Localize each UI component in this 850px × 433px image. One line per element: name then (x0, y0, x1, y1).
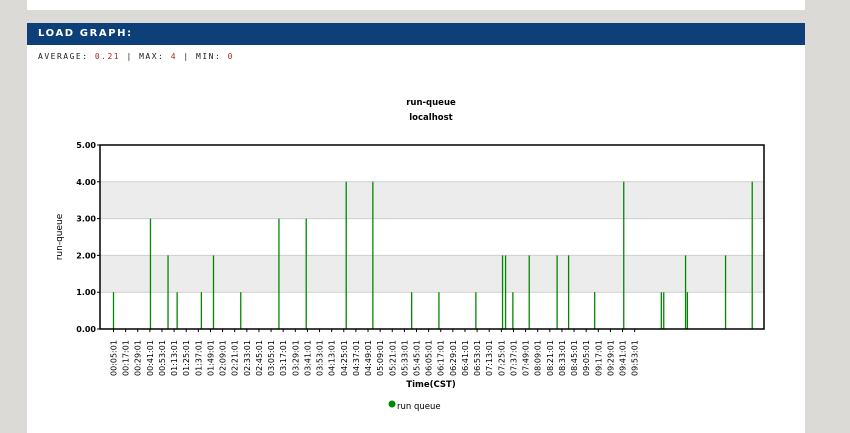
average-label: AVERAGE: (38, 52, 89, 61)
min-value: 0 (227, 52, 234, 61)
stats-separator: | (183, 52, 190, 61)
grid-band (100, 255, 764, 293)
load-stats: AVERAGE: 0.21 | MAX: 4 | MIN: 0 (38, 52, 234, 61)
x-tick-label: 07:49:01 (522, 340, 531, 376)
average-value: 0.21 (94, 52, 121, 61)
x-tick-label: 06:29:01 (449, 340, 458, 376)
y-tick-label: 0.00 (76, 325, 96, 334)
x-axis-label: Time(CST) (406, 380, 456, 390)
x-tick-label: 04:25:01 (340, 340, 349, 376)
x-tick-label: 00:17:01 (122, 340, 131, 376)
x-tick-label: 03:05:01 (267, 340, 276, 376)
chart-title: run-queue (406, 98, 456, 108)
y-tick-label: 2.00 (76, 251, 96, 260)
x-tick-label: 06:05:01 (425, 340, 434, 376)
max-value: 4 (170, 52, 178, 61)
x-tick-label: 00:41:01 (146, 340, 155, 376)
x-tick-label: 01:25:01 (182, 340, 191, 376)
x-tick-label: 03:53:01 (316, 340, 325, 376)
y-axis-label: run-queue (55, 213, 65, 260)
x-tick-label: 06:53:01 (473, 340, 482, 376)
x-tick-label: 05:33:01 (400, 340, 409, 376)
x-tick-label: 09:29:01 (606, 340, 615, 376)
x-tick-label: 09:05:01 (582, 340, 591, 376)
x-tick-label: 03:29:01 (291, 340, 300, 376)
stats-separator: | (126, 52, 133, 61)
x-tick-label: 05:21:01 (388, 340, 397, 376)
x-tick-label: 02:09:01 (219, 340, 228, 376)
legend-label: run queue (397, 402, 441, 412)
x-axis-ticks: 00:05:01 00:17:01 00:29:01 00:41:01 00:53:01… (110, 329, 640, 376)
x-tick-label: 08:09:01 (534, 340, 543, 376)
y-tick-label: 4.00 (76, 178, 96, 187)
x-tick-label: 09:53:01 (631, 340, 640, 376)
x-tick-label: 06:41:01 (461, 340, 470, 376)
x-tick-label: 03:41:01 (303, 340, 312, 376)
legend-marker (388, 400, 396, 408)
y-tick-label: 3.00 (76, 215, 96, 224)
x-tick-label: 08:33:01 (558, 340, 567, 376)
x-tick-label: 04:13:01 (328, 340, 337, 376)
x-tick-label: 06:17:01 (437, 340, 446, 376)
chart-subtitle: localhost (409, 113, 452, 123)
y-tick-label: 5.00 (76, 141, 96, 150)
x-tick-label: 01:49:01 (206, 340, 215, 376)
x-tick-label: 05:09:01 (376, 340, 385, 376)
x-tick-label: 02:21:01 (231, 340, 240, 376)
x-tick-label: 09:17:01 (594, 340, 603, 376)
x-tick-label: 08:21:01 (546, 340, 555, 376)
x-tick-label: 09:41:01 (619, 340, 628, 376)
max-label: MAX: (139, 52, 165, 61)
x-tick-label: 05:45:01 (413, 340, 422, 376)
x-tick-label: 00:53:01 (158, 340, 167, 376)
x-tick-label: 01:13:01 (170, 340, 179, 376)
plot-background (100, 145, 764, 329)
x-tick-label: 00:05:01 (110, 340, 119, 376)
x-tick-label: 02:33:01 (243, 340, 252, 376)
y-axis-ticks: 0.00 1.00 2.00 3.00 4.00 5.00 (76, 141, 100, 334)
x-tick-label: 04:37:01 (352, 340, 361, 376)
x-tick-label: 07:13:01 (485, 340, 494, 376)
x-tick-label: 01:37:01 (194, 340, 203, 376)
min-label: MIN: (196, 52, 222, 61)
x-tick-label: 07:37:01 (509, 340, 518, 376)
series-run-queue (112, 181, 753, 329)
top-panel-edge (27, 0, 805, 10)
plot-frame (99, 144, 765, 330)
grid-band (100, 181, 764, 219)
x-tick-label: 02:45:01 (255, 340, 264, 376)
x-tick-label: 00:29:01 (134, 340, 143, 376)
grid-bands (100, 145, 764, 329)
x-tick-label: 08:45:01 (570, 340, 579, 376)
x-tick-label: 04:49:01 (364, 340, 373, 376)
x-tick-label: 03:17:01 (279, 340, 288, 376)
panel-title: LOAD GRAPH: (27, 23, 805, 45)
y-tick-label: 1.00 (76, 288, 96, 297)
x-tick-label: 07:25:01 (497, 340, 506, 376)
